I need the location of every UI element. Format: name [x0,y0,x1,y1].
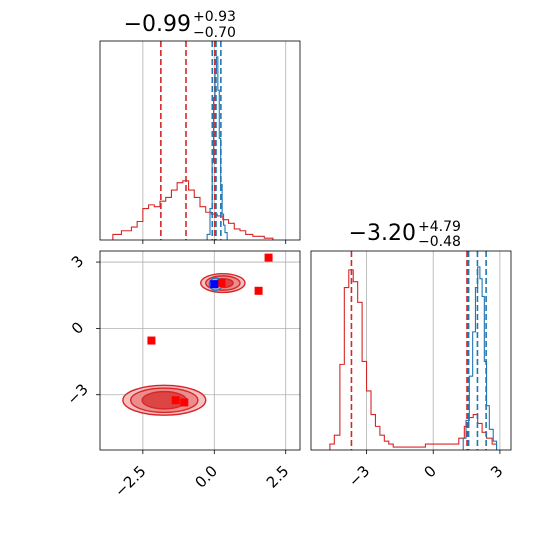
y-tick-label: −3 [63,380,91,408]
bottom-left-contour-panel: −2.5 0.0 2.5 −3 0 3 [63,250,301,501]
x-tick-label: 0.0 [191,462,221,492]
title-sup: +4.79 [418,219,461,235]
x-tick-label: −3 [345,462,373,490]
axes-frame [310,250,512,451]
top-left-title: −0.99 +0.93 −0.70 [124,9,236,41]
title-sup: +0.93 [193,9,236,25]
blue-marker [210,280,219,289]
red-marker [217,279,226,288]
red-marker [171,396,180,405]
x-tick-label: 2.5 [263,462,293,492]
y-tick-label: 3 [68,252,87,271]
histogram-blue-series [206,56,228,240]
top-left-histogram-panel [99,40,301,244]
x-tick-label: 3 [487,462,506,481]
x-tick-label: 0 [420,462,439,481]
axes-frame [99,40,301,241]
y-tick-label: 0 [68,318,87,337]
axes-frame [99,250,301,451]
title-sub: −0.70 [193,25,236,41]
title-sub: −0.48 [418,234,461,250]
red-marker [254,286,263,295]
bottom-right-title: −3.20 +4.79 −0.48 [349,219,461,250]
histogram-red-series [329,269,498,450]
title-value: −3.20 [349,221,416,246]
red-marker [264,253,273,262]
red-contour-level [141,390,188,410]
histogram-red-series [112,180,274,240]
histogram-blue-series [462,266,498,450]
bottom-right-histogram-panel: −3 0 3 [310,250,512,490]
x-tick-label: −2.5 [111,462,149,500]
red-marker [147,336,156,345]
red-marker [180,398,189,407]
title-value: −0.99 [124,12,191,37]
